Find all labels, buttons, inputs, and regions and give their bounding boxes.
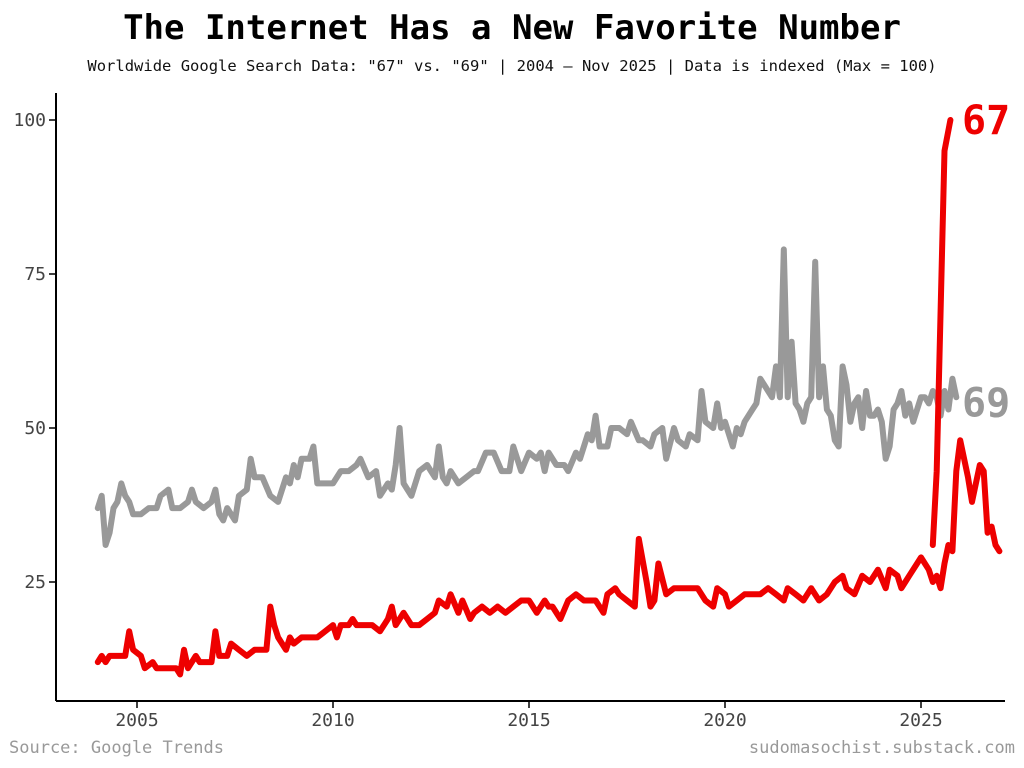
series-label-67: 67 [962, 98, 1010, 144]
source-note: Source: Google Trends [9, 738, 224, 758]
series-line-67 [94, 437, 1003, 678]
x-tick-label: 2020 [703, 710, 746, 731]
x-tick-label: 2025 [899, 710, 942, 731]
series-line-67-spike [929, 117, 954, 548]
series-label-69: 69 [962, 380, 1010, 426]
credit-note: sudomasochist.substack.com [748, 738, 1015, 758]
y-tick-label: 75 [24, 264, 46, 285]
chart-subtitle: Worldwide Google Search Data: "67" vs. "… [87, 57, 937, 75]
x-tick-label: 2005 [115, 710, 158, 731]
chart-title: The Internet Has a New Favorite Number [123, 8, 901, 48]
series-line-69 [94, 246, 960, 548]
y-tick-label: 50 [24, 418, 46, 439]
x-tick-label: 2010 [311, 710, 354, 731]
y-tick-label: 100 [13, 110, 46, 131]
x-tick-label: 2015 [507, 710, 550, 731]
y-tick-label: 25 [24, 572, 46, 593]
